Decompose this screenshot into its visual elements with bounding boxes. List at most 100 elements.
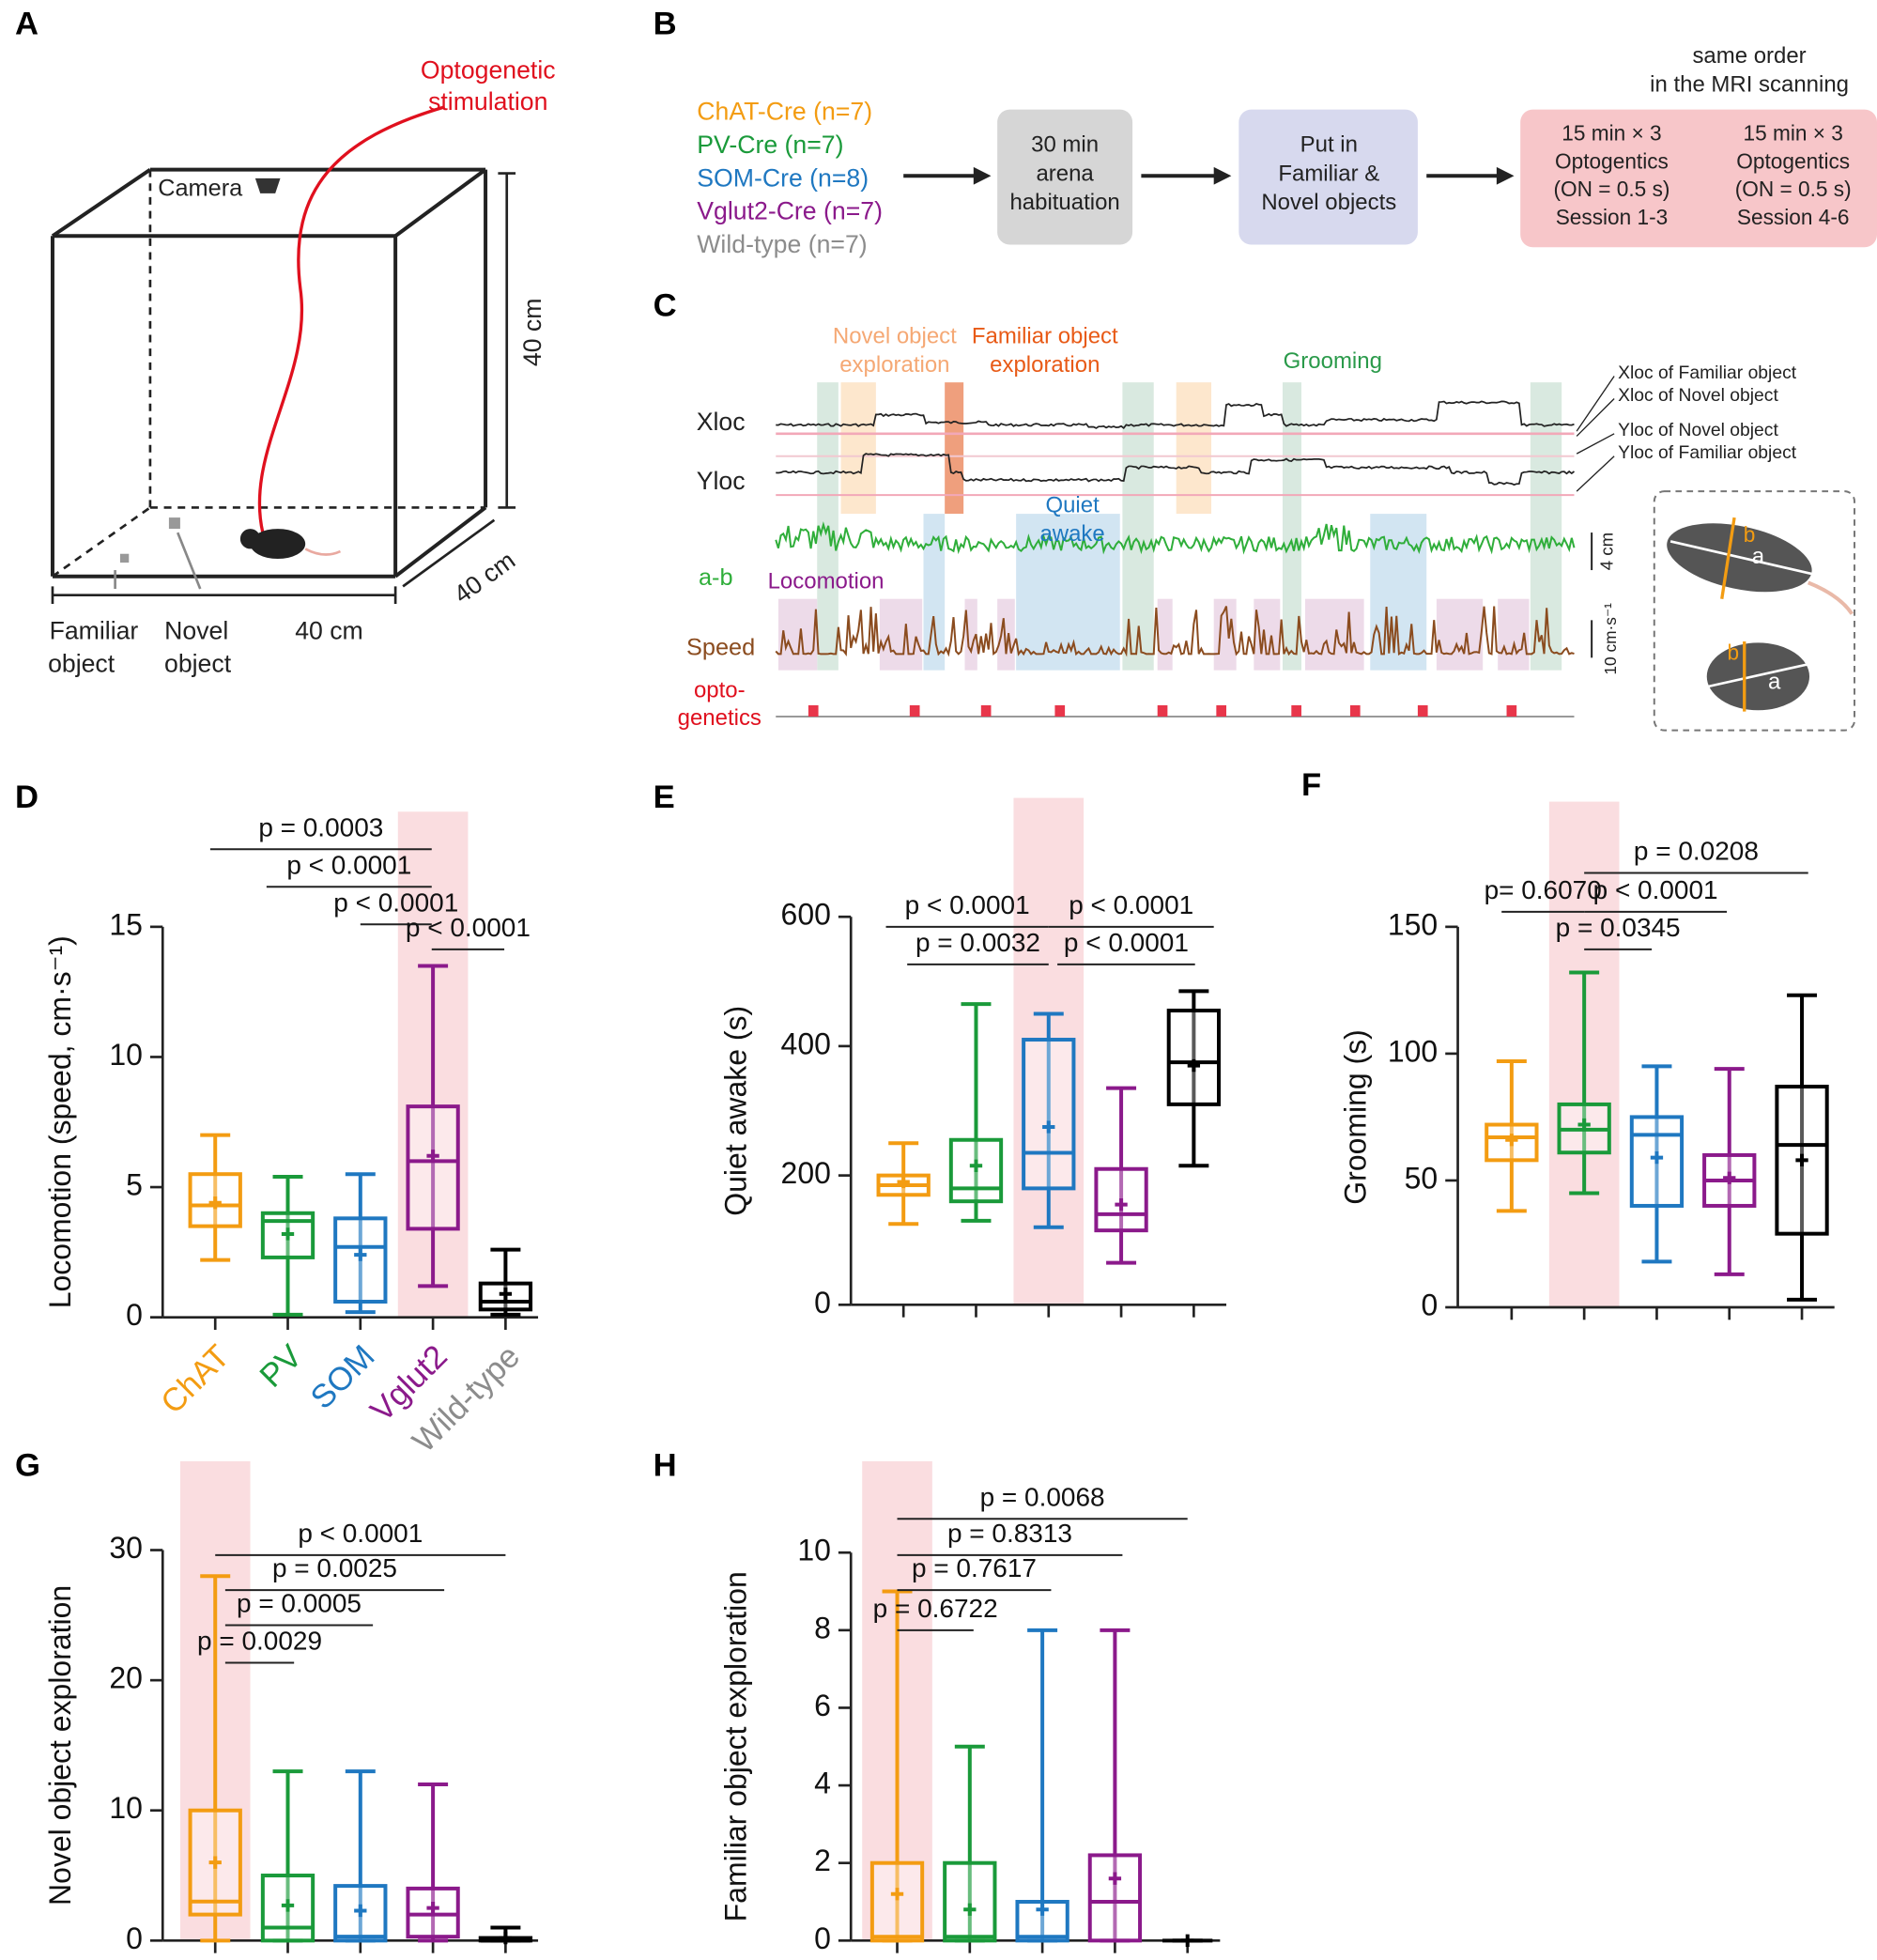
label: Grooming <box>1284 348 1382 374</box>
label: habituation <box>1009 190 1119 215</box>
label: opto- <box>694 678 746 703</box>
locomotion-band <box>1157 598 1173 671</box>
label: Speed <box>686 635 755 661</box>
label: same order <box>1692 43 1806 69</box>
y-axis-label: Novel object exploration <box>43 1585 77 1906</box>
y-tick-label: 6 <box>814 1689 831 1722</box>
p-value: p = 0.0005 <box>237 1589 362 1618</box>
label: 30 min <box>1031 132 1099 158</box>
y-tick-label: 10 <box>109 1791 143 1825</box>
opto-pulse <box>1291 704 1301 717</box>
group-label: PV-Cre (n=7) <box>697 131 843 159</box>
box <box>1022 1038 1076 1191</box>
label: b <box>1744 522 1756 547</box>
label: exploration <box>990 352 1100 378</box>
box <box>1166 1009 1222 1106</box>
mean <box>890 1888 904 1901</box>
line <box>1576 433 1615 455</box>
arrow-head <box>1496 166 1515 185</box>
box <box>406 1104 460 1231</box>
mean <box>1042 1120 1055 1134</box>
panel-label: C <box>654 287 677 323</box>
label: b <box>1727 640 1739 664</box>
label: stimulation <box>428 87 547 116</box>
locomotion-band <box>964 598 977 671</box>
label: in the MRI scanning <box>1650 72 1849 98</box>
arrow-head <box>1213 166 1232 185</box>
opto-pulse <box>1157 704 1168 717</box>
x-tick-label: PV <box>254 1338 310 1395</box>
p-value: p = 0.0068 <box>980 1482 1105 1511</box>
label: Optogenetic <box>421 56 556 85</box>
y-tick-label: 8 <box>814 1611 831 1644</box>
p-value: p < 0.0001 <box>298 1519 423 1548</box>
mean <box>354 1904 367 1918</box>
p-value: p < 0.0001 <box>905 890 1030 919</box>
p-value: p = 0.0003 <box>258 812 383 841</box>
mean <box>208 1856 222 1869</box>
quiet-band <box>923 514 946 671</box>
y-tick-label: 2 <box>814 1844 831 1877</box>
group-label: SOM-Cre (n=8) <box>697 163 869 192</box>
label: Novel objects <box>1261 190 1396 215</box>
y-tick-label: 0 <box>1421 1288 1438 1321</box>
label: Session 4-6 <box>1737 205 1850 229</box>
line <box>393 167 487 238</box>
label: 40 cm <box>518 299 546 367</box>
line <box>1669 540 1813 576</box>
y-tick-label: 0 <box>126 1298 143 1332</box>
mean <box>499 1931 513 1945</box>
panel-label: G <box>15 1448 40 1484</box>
p-value: p = 0.6722 <box>873 1594 998 1623</box>
box <box>948 1137 1004 1204</box>
box <box>869 1860 925 1943</box>
line <box>393 505 487 579</box>
opto-pulse <box>1417 704 1428 717</box>
label: object <box>164 649 232 677</box>
panel-label: D <box>15 779 38 815</box>
label: arena <box>1036 161 1094 186</box>
group-label: ChAT-Cre (n=7) <box>697 98 872 126</box>
opto-pulse <box>1054 704 1066 717</box>
line <box>51 167 152 238</box>
label: Session 1-3 <box>1556 205 1669 229</box>
line <box>1707 662 1810 688</box>
p-value: p = 0.0345 <box>1556 913 1681 942</box>
p-value: p = 0.0029 <box>197 1627 322 1656</box>
p-value: p= 0.6070 <box>1485 875 1602 904</box>
panel-label: E <box>654 779 675 815</box>
mean <box>1795 1153 1808 1167</box>
mean <box>1187 1058 1201 1073</box>
familiar-object <box>119 553 130 563</box>
mean <box>969 1159 983 1172</box>
inset-frame <box>1653 490 1856 732</box>
mean <box>354 1248 367 1261</box>
label: (ON = 0.5 s) <box>1735 177 1852 201</box>
label: Yloc <box>697 467 746 495</box>
mouse-tail <box>304 548 342 556</box>
label: 10 cm·s⁻¹ <box>1601 603 1620 675</box>
p-value: p = 0.7617 <box>912 1553 1037 1582</box>
label: Xloc <box>697 408 746 436</box>
mouse-head <box>239 529 261 549</box>
mean <box>1036 1903 1049 1916</box>
label: object <box>48 649 115 677</box>
y-tick-label: 600 <box>781 898 831 932</box>
label: Locomotion <box>768 569 885 594</box>
locomotion-band <box>1304 598 1364 671</box>
x-tick-label: ChAT <box>154 1338 237 1421</box>
mean <box>1181 1934 1194 1947</box>
mean <box>1115 1197 1128 1211</box>
y-tick-label: 100 <box>1388 1034 1438 1068</box>
label: (ON = 0.5 s) <box>1554 177 1670 201</box>
mean <box>1577 1118 1591 1132</box>
novel-object <box>168 517 180 530</box>
label: genetics <box>678 705 762 731</box>
ab-trace <box>775 521 1576 555</box>
label: Put in <box>1300 132 1358 158</box>
locomotion-band <box>997 598 1015 671</box>
y-tick-label: 15 <box>109 907 143 941</box>
mouse-tail <box>1807 580 1854 615</box>
speed-trace <box>775 606 1575 657</box>
p-value: p < 0.0001 <box>406 913 531 942</box>
